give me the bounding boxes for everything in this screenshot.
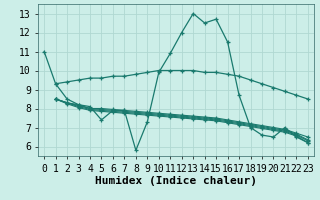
X-axis label: Humidex (Indice chaleur): Humidex (Indice chaleur) bbox=[95, 176, 257, 186]
